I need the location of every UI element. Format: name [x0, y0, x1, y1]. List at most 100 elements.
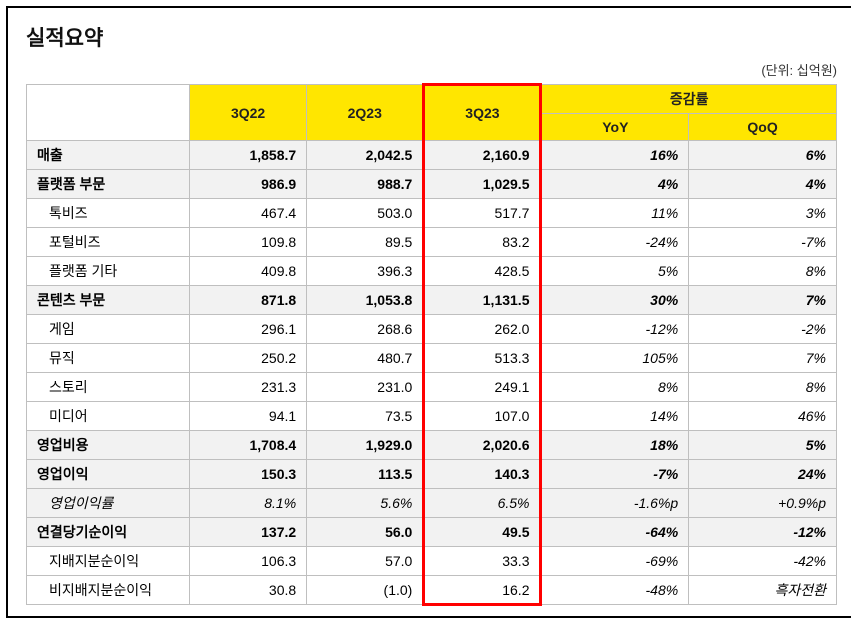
cell-2q23: 988.7 — [307, 170, 424, 199]
cell-yoy: 11% — [541, 199, 689, 228]
cell-3q23: 140.3 — [424, 460, 541, 489]
cell-3q22: 150.3 — [190, 460, 307, 489]
table-row: 포털비즈109.889.583.2-24%-7% — [27, 228, 837, 257]
cell-3q23: 1,131.5 — [424, 286, 541, 315]
table-row: 플랫폼 부문986.9988.71,029.54%4% — [27, 170, 837, 199]
row-label: 게임 — [27, 315, 190, 344]
cell-2q23: 2,042.5 — [307, 141, 424, 170]
cell-qoq: -42% — [689, 547, 837, 576]
row-label: 톡비즈 — [27, 199, 190, 228]
row-label: 포털비즈 — [27, 228, 190, 257]
table-row: 게임296.1268.6262.0-12%-2% — [27, 315, 837, 344]
cell-3q22: 250.2 — [190, 344, 307, 373]
cell-2q23: 113.5 — [307, 460, 424, 489]
table-row: 영업이익률8.1%5.6%6.5%-1.6%p+0.9%p — [27, 489, 837, 518]
cell-yoy: -64% — [541, 518, 689, 547]
summary-table: 3Q22 2Q23 3Q23 증감률 YoY QoQ 매출1,858.72,04… — [26, 83, 837, 606]
row-label: 영업비용 — [27, 431, 190, 460]
row-label: 영업이익 — [27, 460, 190, 489]
cell-yoy: 8% — [541, 373, 689, 402]
cell-3q22: 30.8 — [190, 576, 307, 605]
cell-3q22: 296.1 — [190, 315, 307, 344]
cell-3q22: 409.8 — [190, 257, 307, 286]
cell-qoq: 24% — [689, 460, 837, 489]
cell-qoq: 5% — [689, 431, 837, 460]
cell-2q23: 231.0 — [307, 373, 424, 402]
row-label: 연결당기순이익 — [27, 518, 190, 547]
table-row: 플랫폼 기타409.8396.3428.55%8% — [27, 257, 837, 286]
header-3q23: 3Q23 — [424, 85, 541, 141]
row-label: 비지배지분순이익 — [27, 576, 190, 605]
table-row: 연결당기순이익137.256.049.5-64%-12% — [27, 518, 837, 547]
unit-label: (단위: 십억원) — [26, 60, 837, 79]
cell-qoq: 흑자전환 — [689, 576, 837, 605]
cell-3q22: 8.1% — [190, 489, 307, 518]
header-2q23: 2Q23 — [307, 85, 424, 141]
cell-3q23: 49.5 — [424, 518, 541, 547]
page-title: 실적요약 — [26, 22, 837, 52]
cell-3q22: 467.4 — [190, 199, 307, 228]
cell-3q23: 6.5% — [424, 489, 541, 518]
cell-qoq: 3% — [689, 199, 837, 228]
cell-yoy: -24% — [541, 228, 689, 257]
header-blank — [27, 85, 190, 141]
table-row: 영업비용1,708.41,929.02,020.618%5% — [27, 431, 837, 460]
report-container: 실적요약 (단위: 십억원) 3Q22 2Q23 3Q23 증감률 YoY Qo… — [6, 6, 851, 618]
cell-3q22: 1,858.7 — [190, 141, 307, 170]
cell-qoq: 7% — [689, 344, 837, 373]
cell-yoy: -1.6%p — [541, 489, 689, 518]
cell-yoy: 16% — [541, 141, 689, 170]
cell-2q23: 396.3 — [307, 257, 424, 286]
cell-qoq: -2% — [689, 315, 837, 344]
row-label: 미디어 — [27, 402, 190, 431]
cell-3q23: 16.2 — [424, 576, 541, 605]
cell-3q23: 2,160.9 — [424, 141, 541, 170]
cell-3q23: 1,029.5 — [424, 170, 541, 199]
cell-2q23: 480.7 — [307, 344, 424, 373]
table-row: 지배지분순이익106.357.033.3-69%-42% — [27, 547, 837, 576]
cell-3q23: 513.3 — [424, 344, 541, 373]
table-row: 비지배지분순이익30.8(1.0)16.2-48%흑자전환 — [27, 576, 837, 605]
cell-3q23: 517.7 — [424, 199, 541, 228]
row-label: 스토리 — [27, 373, 190, 402]
cell-2q23: 5.6% — [307, 489, 424, 518]
table-row: 뮤직250.2480.7513.3105%7% — [27, 344, 837, 373]
cell-2q23: 1,929.0 — [307, 431, 424, 460]
cell-yoy: 18% — [541, 431, 689, 460]
cell-qoq: 8% — [689, 373, 837, 402]
row-label: 콘텐츠 부문 — [27, 286, 190, 315]
cell-2q23: 1,053.8 — [307, 286, 424, 315]
cell-yoy: 105% — [541, 344, 689, 373]
cell-yoy: 5% — [541, 257, 689, 286]
cell-yoy: -7% — [541, 460, 689, 489]
table-row: 미디어94.173.5107.014%46% — [27, 402, 837, 431]
cell-yoy: 14% — [541, 402, 689, 431]
table-row: 톡비즈467.4503.0517.711%3% — [27, 199, 837, 228]
cell-3q23: 249.1 — [424, 373, 541, 402]
table-row: 매출1,858.72,042.52,160.916%6% — [27, 141, 837, 170]
cell-3q22: 1,708.4 — [190, 431, 307, 460]
header-qoq: QoQ — [689, 114, 837, 141]
cell-3q23: 262.0 — [424, 315, 541, 344]
cell-2q23: 89.5 — [307, 228, 424, 257]
cell-qoq: 6% — [689, 141, 837, 170]
cell-2q23: 268.6 — [307, 315, 424, 344]
cell-3q22: 106.3 — [190, 547, 307, 576]
cell-qoq: 4% — [689, 170, 837, 199]
cell-3q23: 2,020.6 — [424, 431, 541, 460]
cell-qoq: 46% — [689, 402, 837, 431]
cell-qoq: 8% — [689, 257, 837, 286]
cell-3q23: 83.2 — [424, 228, 541, 257]
cell-3q22: 871.8 — [190, 286, 307, 315]
header-rate-group: 증감률 — [541, 85, 837, 114]
row-label: 매출 — [27, 141, 190, 170]
cell-2q23: 56.0 — [307, 518, 424, 547]
cell-3q22: 231.3 — [190, 373, 307, 402]
cell-yoy: 4% — [541, 170, 689, 199]
row-label: 뮤직 — [27, 344, 190, 373]
row-label: 플랫폼 기타 — [27, 257, 190, 286]
table-body: 매출1,858.72,042.52,160.916%6%플랫폼 부문986.99… — [27, 141, 837, 605]
cell-3q23: 428.5 — [424, 257, 541, 286]
cell-3q23: 33.3 — [424, 547, 541, 576]
cell-2q23: (1.0) — [307, 576, 424, 605]
